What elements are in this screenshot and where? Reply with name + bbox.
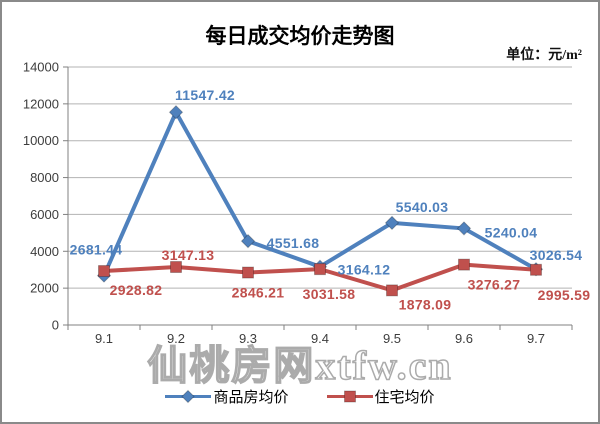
data-label: 4551.68 — [267, 235, 320, 251]
x-axis-label: 9.2 — [167, 331, 185, 346]
data-label: 11547.42 — [175, 87, 235, 103]
square-marker-icon — [314, 263, 326, 276]
y-axis-label: 0 — [52, 318, 59, 333]
legend-label: 住宅均价 — [374, 390, 435, 406]
y-axis-label: 2000 — [30, 281, 59, 296]
x-axis-label: 9.1 — [95, 331, 113, 346]
legend-item-0[interactable]: 商品房均价 — [165, 386, 289, 407]
unit-label: 单位：元/m² — [506, 48, 582, 63]
square-marker-icon — [170, 261, 182, 274]
y-axis-label: 8000 — [30, 170, 59, 185]
y-axis-label: 6000 — [30, 207, 59, 222]
chart-title: 每日成交均价走势图 — [205, 24, 395, 48]
x-axis-label: 9.6 — [455, 331, 473, 346]
data-label: 3164.12 — [338, 262, 391, 278]
diamond-legend-marker-icon — [165, 389, 212, 404]
square-marker-icon — [458, 258, 470, 271]
x-axis-label: 9.3 — [239, 331, 257, 346]
square-marker-icon — [530, 263, 542, 276]
data-label: 2846.21 — [232, 285, 285, 301]
y-axis-label: 14000 — [23, 60, 59, 75]
y-axis-label: 4000 — [30, 244, 59, 259]
data-label: 3026.54 — [530, 247, 583, 263]
data-label: 3147.13 — [162, 247, 215, 263]
x-axis-label: 9.7 — [527, 331, 545, 346]
y-axis-label: 12000 — [23, 96, 59, 111]
square-marker-icon — [98, 265, 110, 278]
y-axis-label: 10000 — [23, 133, 59, 148]
diamond-marker-icon — [384, 215, 400, 231]
square-marker-icon — [386, 284, 398, 297]
square-marker-icon — [242, 266, 254, 279]
legend-label: 商品房均价 — [213, 390, 289, 406]
legend: 商品房均价 住宅均价 — [2, 386, 598, 407]
data-label: 1878.09 — [399, 296, 452, 312]
diamond-marker-icon — [168, 104, 184, 120]
data-label: 2995.59 — [538, 287, 591, 303]
legend-item-1[interactable]: 住宅均价 — [326, 386, 435, 407]
x-axis-label: 9.5 — [383, 331, 401, 346]
diamond-marker-icon — [456, 221, 472, 236]
square-legend-marker-icon — [326, 390, 373, 403]
data-label: 5240.04 — [485, 224, 538, 240]
data-label: 3276.27 — [468, 277, 521, 293]
data-label: 5540.03 — [396, 199, 449, 215]
data-label: 2681.44 — [70, 242, 123, 258]
data-label: 3031.58 — [303, 286, 356, 302]
diamond-marker-icon — [240, 233, 256, 249]
data-label: 2928.82 — [110, 282, 163, 298]
x-axis-label: 9.4 — [311, 331, 329, 346]
